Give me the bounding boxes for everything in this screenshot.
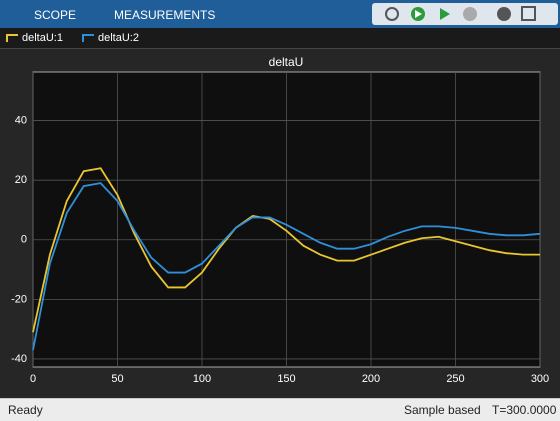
status-text: Ready [8, 403, 43, 417]
y-tick-label: 40 [15, 114, 27, 126]
x-tick-label: 100 [193, 373, 211, 385]
y-tick-label: 0 [21, 234, 27, 246]
legend-swatch [6, 34, 18, 42]
x-tick-label: 50 [111, 373, 123, 385]
legend-label[interactable]: deltaU:1 [22, 32, 63, 44]
x-tick-label: 250 [446, 373, 464, 385]
status-bar: Ready Sample based T=300.0000 [0, 398, 560, 421]
legend-label[interactable]: deltaU:2 [98, 32, 139, 44]
series-line [32, 167, 540, 333]
chart-title: deltaU [269, 55, 304, 69]
tab[interactable]: SCOPE [34, 8, 77, 22]
undock[interactable] [521, 6, 536, 21]
y-tick-label: -20 [11, 293, 27, 305]
y-tick-label: -40 [11, 353, 27, 365]
status-mode: Sample based [404, 403, 481, 417]
status-time: T=300.0000 [492, 403, 557, 417]
series-line [32, 182, 541, 351]
toolbar-icons [372, 3, 558, 25]
tab[interactable]: MEASUREMENTS [114, 8, 216, 22]
legend-swatch [82, 34, 94, 42]
stop[interactable] [463, 7, 477, 21]
x-tick-label: 150 [277, 373, 295, 385]
run-glyph [415, 10, 422, 18]
x-tick-label: 300 [531, 373, 549, 385]
y-tick-label: 20 [15, 174, 27, 186]
toolbar: SCOPE MEASUREMENTS [0, 0, 560, 28]
x-tick-label: 0 [30, 373, 36, 385]
chart: deltaU -40 -20 0 20 40 0 50 100 150 200 250 300 [0, 49, 560, 398]
step-back[interactable] [385, 7, 399, 21]
legend: deltaU:1 deltaU:2 [0, 28, 560, 49]
help[interactable] [497, 7, 511, 21]
x-tick-label: 200 [362, 373, 380, 385]
step-forward[interactable] [440, 8, 450, 20]
